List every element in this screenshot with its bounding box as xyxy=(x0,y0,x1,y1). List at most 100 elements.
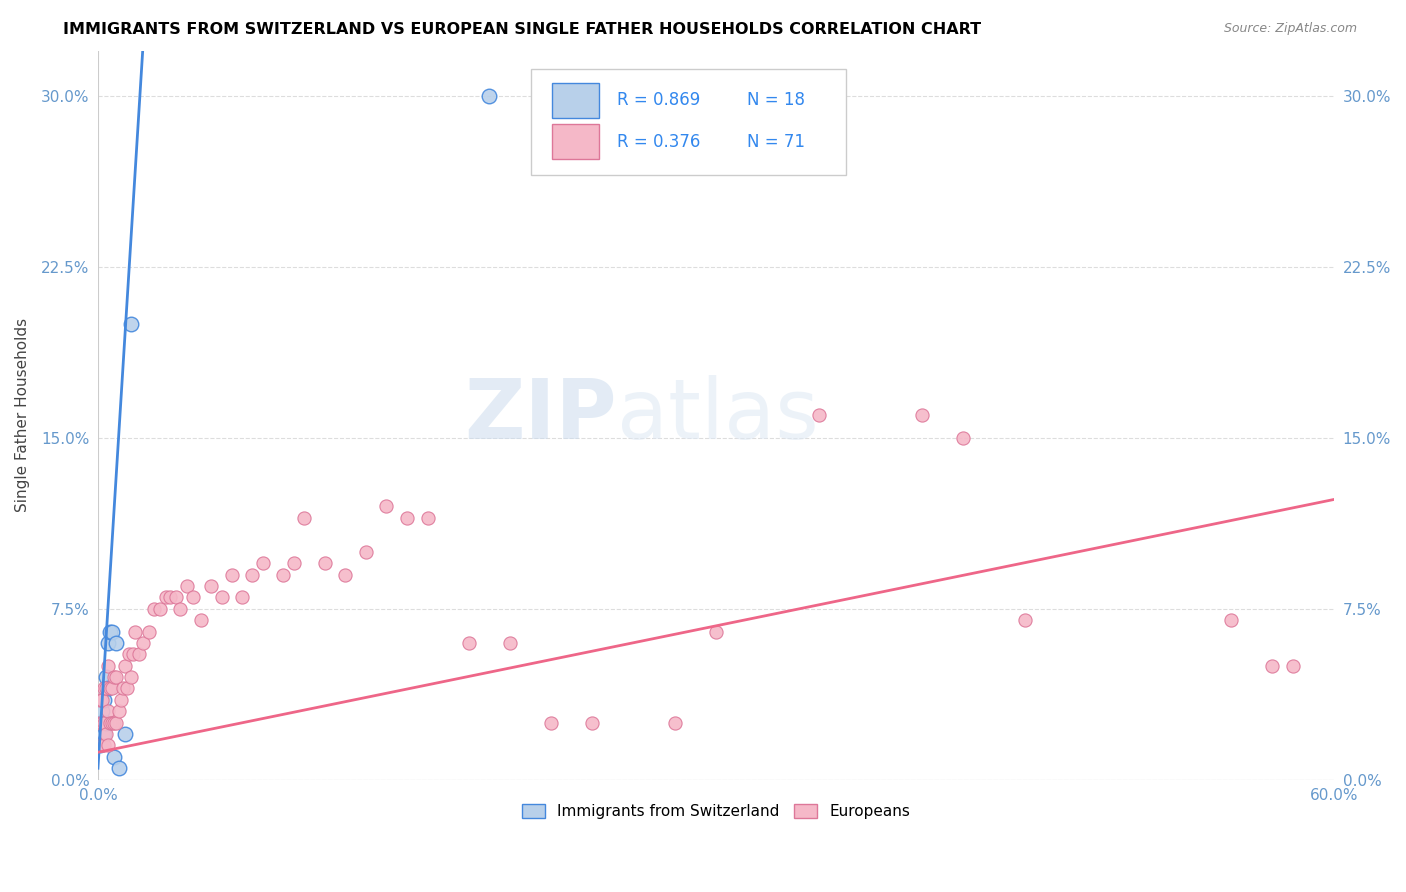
Point xyxy=(952,431,974,445)
Text: R = 0.376: R = 0.376 xyxy=(617,133,700,151)
Point xyxy=(395,510,418,524)
Point xyxy=(93,727,115,741)
Point xyxy=(911,408,934,422)
Point xyxy=(176,579,198,593)
Point xyxy=(155,591,177,605)
Point xyxy=(664,715,686,730)
Point xyxy=(478,89,501,103)
Point xyxy=(107,761,129,775)
Point xyxy=(107,704,129,718)
Legend: Immigrants from Switzerland, Europeans: Immigrants from Switzerland, Europeans xyxy=(515,797,918,827)
Point xyxy=(97,704,120,718)
Point xyxy=(105,636,128,650)
Point xyxy=(91,727,114,741)
Point xyxy=(103,715,125,730)
Point xyxy=(91,693,114,707)
Point xyxy=(292,510,315,524)
Point xyxy=(98,681,121,696)
Point xyxy=(273,567,295,582)
Point xyxy=(98,715,121,730)
Point xyxy=(96,681,118,696)
Point xyxy=(91,704,114,718)
Text: Source: ZipAtlas.com: Source: ZipAtlas.com xyxy=(1223,22,1357,36)
Point xyxy=(314,556,336,570)
FancyBboxPatch shape xyxy=(551,83,599,118)
Text: N = 18: N = 18 xyxy=(747,91,806,109)
Point xyxy=(101,681,124,696)
Point xyxy=(97,658,120,673)
Point xyxy=(93,693,115,707)
Point xyxy=(120,317,142,331)
Point xyxy=(97,636,120,650)
Point xyxy=(89,739,111,753)
Text: IMMIGRANTS FROM SWITZERLAND VS EUROPEAN SINGLE FATHER HOUSEHOLDS CORRELATION CHA: IMMIGRANTS FROM SWITZERLAND VS EUROPEAN … xyxy=(63,22,981,37)
Point xyxy=(242,567,264,582)
Point xyxy=(118,648,141,662)
Point xyxy=(159,591,181,605)
Point xyxy=(375,500,398,514)
Text: R = 0.869: R = 0.869 xyxy=(617,91,700,109)
Point xyxy=(110,693,132,707)
Point xyxy=(89,693,111,707)
Point xyxy=(120,670,142,684)
Text: ZIP: ZIP xyxy=(464,375,617,456)
Point xyxy=(581,715,603,730)
Point xyxy=(93,739,115,753)
Point xyxy=(169,601,191,615)
Text: N = 71: N = 71 xyxy=(747,133,806,151)
Point xyxy=(1261,658,1284,673)
Point xyxy=(252,556,274,570)
Point xyxy=(138,624,160,639)
Y-axis label: Single Father Households: Single Father Households xyxy=(15,318,30,512)
Point xyxy=(499,636,522,650)
Point xyxy=(142,601,165,615)
Point xyxy=(149,601,172,615)
Point xyxy=(1220,613,1243,627)
Point xyxy=(101,715,124,730)
Point xyxy=(211,591,233,605)
Point xyxy=(114,658,136,673)
Point xyxy=(231,591,253,605)
Point xyxy=(704,624,727,639)
Point xyxy=(283,556,305,570)
Point xyxy=(335,567,357,582)
Point xyxy=(93,715,115,730)
FancyBboxPatch shape xyxy=(551,124,599,160)
Point xyxy=(1282,658,1305,673)
Point xyxy=(1014,613,1036,627)
Point xyxy=(89,715,111,730)
Point xyxy=(190,613,212,627)
FancyBboxPatch shape xyxy=(530,69,846,175)
Point xyxy=(200,579,222,593)
Point xyxy=(416,510,439,524)
Point xyxy=(105,715,128,730)
Point xyxy=(122,648,145,662)
Point xyxy=(114,727,136,741)
Point xyxy=(89,739,111,753)
Point xyxy=(128,648,150,662)
Point xyxy=(101,624,124,639)
Point xyxy=(97,681,120,696)
Point xyxy=(165,591,187,605)
Point xyxy=(98,624,121,639)
Point xyxy=(808,408,831,422)
Point xyxy=(181,591,204,605)
Point xyxy=(96,670,118,684)
Point xyxy=(457,636,479,650)
Text: atlas: atlas xyxy=(617,375,818,456)
Point xyxy=(89,715,111,730)
Point xyxy=(103,670,125,684)
Point xyxy=(540,715,562,730)
Point xyxy=(111,681,134,696)
Point xyxy=(354,545,377,559)
Point xyxy=(96,727,118,741)
Point xyxy=(124,624,146,639)
Point xyxy=(221,567,243,582)
Point xyxy=(97,739,120,753)
Point xyxy=(91,739,114,753)
Point xyxy=(115,681,138,696)
Point xyxy=(93,681,115,696)
Point xyxy=(91,715,114,730)
Point xyxy=(105,670,128,684)
Point xyxy=(96,715,118,730)
